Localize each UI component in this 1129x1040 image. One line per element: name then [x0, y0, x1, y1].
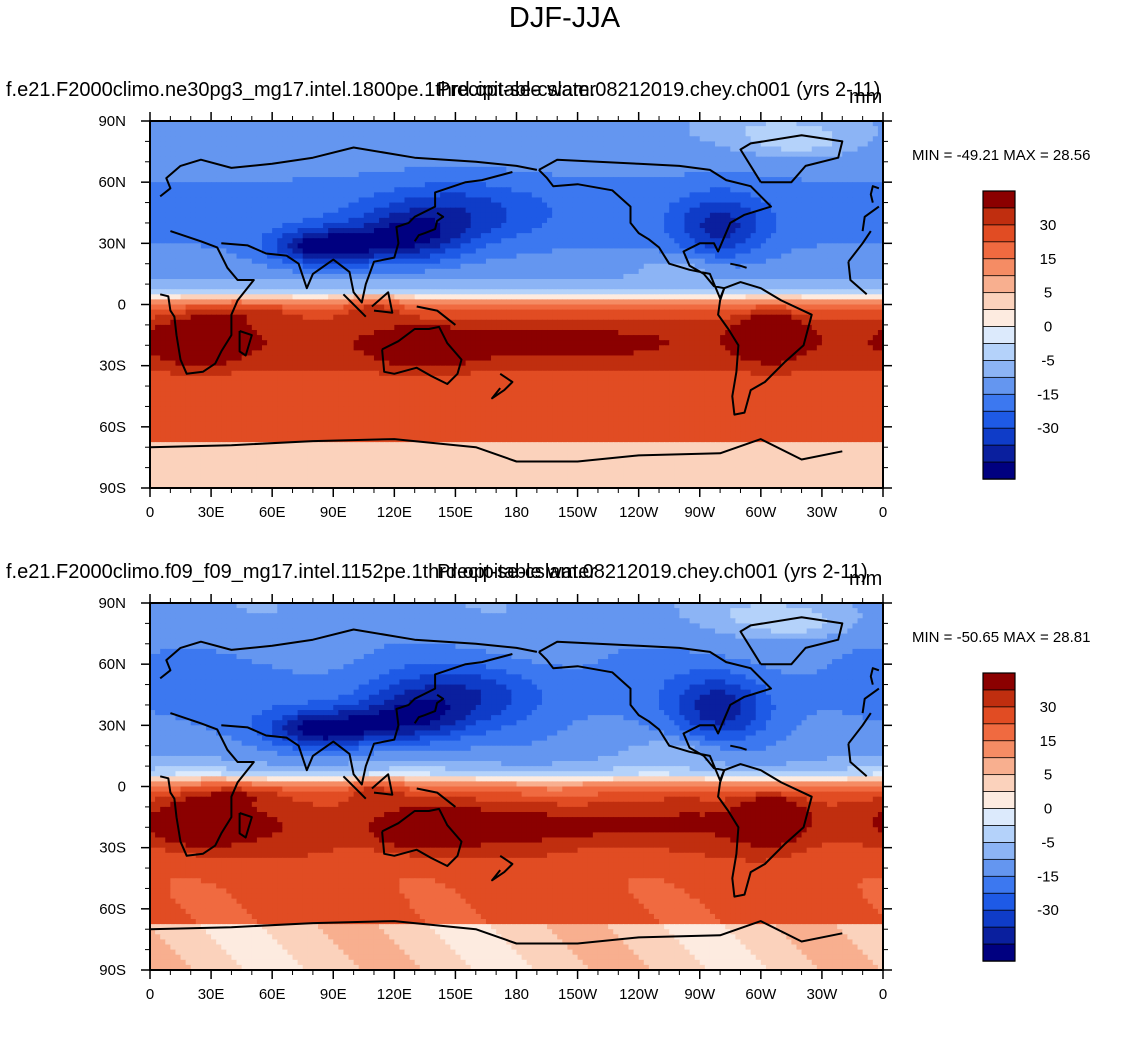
map-panel-bottom: f.e21.F2000climo.f09_f09_mg17.intel.1152… [0, 560, 1129, 1040]
colorbar-swatch [983, 428, 1015, 445]
colorbar-swatch [983, 893, 1015, 910]
colorbar-swatch [983, 293, 1015, 310]
x-tick-label: 150E [438, 986, 473, 1003]
colorbar-label: 15 [1040, 251, 1057, 268]
x-tick-label: 90E [320, 986, 347, 1003]
colorbar-label: 0 [1044, 319, 1052, 336]
colorbar-swatch [983, 707, 1015, 724]
colorbar-swatch [983, 876, 1015, 893]
colorbar-swatch [983, 859, 1015, 876]
colorbar-swatch [983, 825, 1015, 842]
colorbar-swatch [983, 394, 1015, 411]
x-tick-label: 60E [259, 986, 286, 1003]
colorbar-swatch [983, 360, 1015, 377]
page-title: DJF-JJA [0, 0, 1129, 36]
colorbar-swatch [983, 377, 1015, 394]
y-tick-label: 90S [99, 480, 126, 497]
colorbar-label: -5 [1041, 352, 1054, 369]
colorbar-swatch [983, 944, 1015, 961]
colorbar-swatch [983, 741, 1015, 758]
colorbar-swatch [983, 758, 1015, 775]
colorbar-label: 30 [1040, 217, 1057, 234]
y-tick-label: 90N [98, 113, 126, 130]
colorbar-swatch [983, 775, 1015, 792]
colorbar-swatch [983, 842, 1015, 859]
colorbar-swatch [983, 225, 1015, 242]
y-tick-label: 90N [98, 595, 126, 612]
x-tick-label: 0 [879, 504, 887, 521]
colorbar-swatch [983, 310, 1015, 327]
x-tick-label: 30W [806, 986, 838, 1003]
y-tick-label: 90S [99, 962, 126, 979]
x-tick-label: 0 [146, 504, 154, 521]
colorbar-label: 0 [1044, 801, 1052, 818]
x-tick-label: 0 [879, 986, 887, 1003]
contour-fill [150, 121, 884, 489]
x-tick-label: 90W [684, 504, 716, 521]
colorbar-label: 5 [1044, 285, 1052, 302]
y-tick-label: 60S [99, 419, 126, 436]
y-tick-label: 0 [118, 297, 126, 314]
x-tick-label: 60W [745, 504, 777, 521]
x-tick-label: 120W [619, 504, 659, 521]
colorbar-swatch [983, 411, 1015, 428]
colorbar-swatch [983, 690, 1015, 707]
x-tick-label: 150E [438, 504, 473, 521]
map-panel-top: f.e21.F2000climo.ne30pg3_mg17.intel.1800… [0, 78, 1129, 558]
colorbar-swatch [983, 276, 1015, 293]
x-tick-label: 30E [198, 986, 225, 1003]
y-tick-label: 0 [118, 779, 126, 796]
colorbar-swatch [983, 208, 1015, 225]
x-tick-label: 180 [504, 986, 529, 1003]
colorbar-swatch [983, 724, 1015, 741]
colorbar-label: -15 [1037, 386, 1059, 403]
colorbar-label: 30 [1040, 699, 1057, 716]
colorbar: 30 15 5 0 -5 -15 -30 [983, 191, 1059, 479]
colorbar-swatch [983, 809, 1015, 826]
colorbar-swatch [983, 445, 1015, 462]
x-tick-label: 30W [806, 504, 838, 521]
colorbar-swatch [983, 927, 1015, 944]
colorbar: 30 15 5 0 -5 -15 -30 [983, 673, 1059, 961]
x-tick-label: 60E [259, 504, 286, 521]
y-tick-label: 60S [99, 901, 126, 918]
x-tick-label: 120E [377, 504, 412, 521]
x-tick-label: 60W [745, 986, 777, 1003]
colorbar-swatch [983, 242, 1015, 259]
x-tick-label: 0 [146, 986, 154, 1003]
colorbar-label: -30 [1037, 420, 1059, 437]
y-tick-label: 30S [99, 840, 126, 857]
y-tick-label: 60N [98, 656, 126, 673]
colorbar-swatch [983, 910, 1015, 927]
colorbar-label: -30 [1037, 902, 1059, 919]
colorbar-swatch [983, 673, 1015, 690]
y-tick-label: 60N [98, 174, 126, 191]
x-tick-label: 150W [558, 504, 598, 521]
x-tick-label: 30E [198, 504, 225, 521]
x-tick-label: 90E [320, 504, 347, 521]
x-tick-label: 150W [558, 986, 598, 1003]
colorbar-swatch [983, 343, 1015, 360]
y-tick-label: 30N [98, 717, 126, 734]
colorbar-label: -15 [1037, 868, 1059, 885]
colorbar-swatch [983, 327, 1015, 344]
colorbar-swatch [983, 792, 1015, 809]
x-tick-label: 90W [684, 986, 716, 1003]
contour-fill [150, 603, 884, 971]
y-tick-label: 30N [98, 235, 126, 252]
y-tick-label: 30S [99, 358, 126, 375]
colorbar-swatch [983, 462, 1015, 479]
colorbar-label: 15 [1040, 733, 1057, 750]
contour-map: 0 30E 60E 90E 120E 150E 180 150W 120W 90W 60W 30W 0 9… [0, 560, 1129, 1040]
x-tick-label: 120E [377, 986, 412, 1003]
colorbar-swatch [983, 191, 1015, 208]
colorbar-swatch [983, 259, 1015, 276]
contour-map: 0 30E 60E 90E 120E 150E 180 150W 120W 90W 60W 30W 0 9… [0, 78, 1129, 558]
colorbar-label: -5 [1041, 834, 1054, 851]
x-tick-label: 180 [504, 504, 529, 521]
colorbar-label: 5 [1044, 767, 1052, 784]
x-tick-label: 120W [619, 986, 659, 1003]
